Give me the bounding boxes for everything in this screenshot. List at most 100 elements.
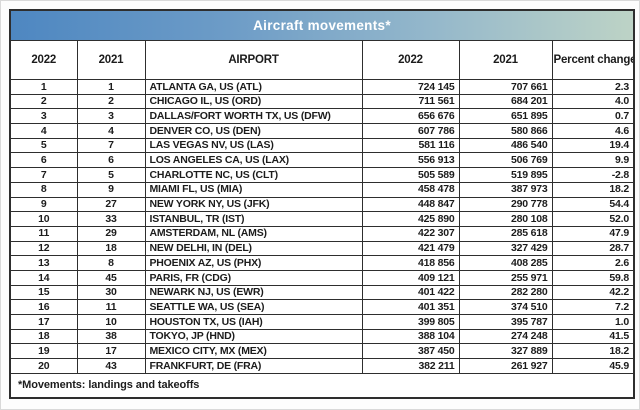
rank-2021-cell: 45 — [76, 269, 146, 286]
col-header-rank-2021: 2021 — [76, 40, 146, 80]
table-row: 19 17 MEXICO CITY, MX (MEX) 387 450 327 889 1… — [9, 343, 635, 360]
movements-2021-cell: 327 889 — [458, 343, 553, 360]
airport-cell: ATLANTA GA, US (ATL) — [144, 79, 363, 95]
rank-2021-cell: 18 — [76, 240, 146, 257]
movements-2022-cell: 418 856 — [361, 255, 460, 271]
movements-2021-cell: 408 285 — [458, 255, 553, 271]
table-body: 1 1 ATLANTA GA, US (ATL) 724 145 707 661 2.3 2… — [9, 79, 635, 374]
rank-2022-cell: 1 — [9, 79, 78, 95]
table-row: 20 43 FRANKFURT, DE (FRA) 382 211 261 927 45.… — [9, 358, 635, 374]
percent-change-cell: 9.9 — [551, 152, 635, 169]
table-row: 13 8 PHOENIX AZ, US (PHX) 418 856 408 285 2.6 — [9, 255, 635, 271]
percent-change-cell: 7.2 — [551, 299, 635, 315]
movements-2021-cell: 684 201 — [458, 93, 553, 110]
movements-2021-cell: 506 769 — [458, 152, 553, 169]
percent-change-cell: 54.4 — [551, 196, 635, 213]
movements-2022-cell: 421 479 — [361, 240, 460, 257]
airport-cell: ISTANBUL, TR (IST) — [144, 211, 363, 227]
movements-2022-cell: 401 351 — [361, 299, 460, 315]
rank-2021-cell: 9 — [76, 181, 146, 198]
rank-2021-cell: 10 — [76, 314, 146, 330]
movements-2022-cell: 656 676 — [361, 108, 460, 125]
rank-2021-cell: 4 — [76, 123, 146, 139]
rank-2021-cell: 5 — [76, 167, 146, 183]
movements-2021-cell: 285 618 — [458, 225, 553, 242]
movements-2022-cell: 401 422 — [361, 284, 460, 301]
col-header-movements-2021: 2021 — [458, 40, 553, 80]
table-row: 10 33 ISTANBUL, TR (IST) 425 890 280 108 52.0 — [9, 211, 635, 227]
rank-2022-cell: 19 — [9, 343, 78, 360]
movements-2022-cell: 448 847 — [361, 196, 460, 213]
airport-cell: AMSTERDAM, NL (AMS) — [144, 225, 363, 242]
movements-2022-cell: 505 589 — [361, 167, 460, 183]
rank-2021-cell: 17 — [76, 343, 146, 360]
rank-2022-cell: 17 — [9, 314, 78, 330]
percent-change-cell: 2.6 — [551, 255, 635, 271]
rank-2022-cell: 10 — [9, 211, 78, 227]
rank-2022-cell: 9 — [9, 196, 78, 213]
table-row: 18 38 TOKYO, JP (HND) 388 104 274 248 41.5 — [9, 328, 635, 345]
table-row: 3 3 DALLAS/FORT WORTH TX, US (DFW) 656 676 6… — [9, 108, 635, 125]
movements-2021-cell: 274 248 — [458, 328, 553, 345]
movements-2022-cell: 388 104 — [361, 328, 460, 345]
airport-cell: PHOENIX AZ, US (PHX) — [144, 255, 363, 271]
rank-2022-cell: 2 — [9, 93, 78, 110]
airport-cell: LOS ANGELES CA, US (LAX) — [144, 152, 363, 169]
table-row: 9 27 NEW YORK NY, US (JFK) 448 847 290 778 54… — [9, 196, 635, 213]
rank-2022-cell: 18 — [9, 328, 78, 345]
rank-2021-cell: 6 — [76, 152, 146, 169]
rank-2022-cell: 15 — [9, 284, 78, 301]
airport-cell: CHARLOTTE NC, US (CLT) — [144, 167, 363, 183]
rank-2022-cell: 4 — [9, 123, 78, 139]
movements-2022-cell: 724 145 — [361, 79, 460, 95]
movements-2021-cell: 580 866 — [458, 123, 553, 139]
rank-2021-cell: 30 — [76, 284, 146, 301]
rank-2022-cell: 8 — [9, 181, 78, 198]
table-row: 1 1 ATLANTA GA, US (ATL) 724 145 707 661 2.3 — [9, 79, 635, 95]
rank-2021-cell: 29 — [76, 225, 146, 242]
airport-cell: MEXICO CITY, MX (MEX) — [144, 343, 363, 360]
col-header-airport: AIRPORT — [144, 40, 363, 80]
rank-2021-cell: 1 — [76, 79, 146, 95]
rank-2022-cell: 16 — [9, 299, 78, 315]
table-row: 2 2 CHICAGO IL, US (ORD) 711 561 684 201 4.0 — [9, 93, 635, 110]
table-row: 6 6 LOS ANGELES CA, US (LAX) 556 913 506 769… — [9, 152, 635, 169]
rank-2022-cell: 3 — [9, 108, 78, 125]
table-row: 5 7 LAS VEGAS NV, US (LAS) 581 116 486 540 19… — [9, 137, 635, 154]
percent-change-cell: 52.0 — [551, 211, 635, 227]
movements-2022-cell: 607 786 — [361, 123, 460, 139]
airport-cell: FRANKFURT, DE (FRA) — [144, 358, 363, 374]
rank-2021-cell: 33 — [76, 211, 146, 227]
rank-2021-cell: 3 — [76, 108, 146, 125]
movements-2022-cell: 425 890 — [361, 211, 460, 227]
table-footnote: *Movements: landings and takeoffs — [9, 372, 635, 399]
rank-2021-cell: 8 — [76, 255, 146, 271]
table-row: 14 45 PARIS, FR (CDG) 409 121 255 971 59.8 — [9, 269, 635, 286]
movements-2021-cell: 255 971 — [458, 269, 553, 286]
percent-change-cell: 18.2 — [551, 181, 635, 198]
movements-2022-cell: 409 121 — [361, 269, 460, 286]
rank-2021-cell: 7 — [76, 137, 146, 154]
footnote-row: *Movements: landings and takeoffs — [9, 372, 635, 399]
airport-cell: CHICAGO IL, US (ORD) — [144, 93, 363, 110]
percent-change-cell: 59.8 — [551, 269, 635, 286]
movements-2021-cell: 486 540 — [458, 137, 553, 154]
movements-2021-cell: 707 661 — [458, 79, 553, 95]
rank-2022-cell: 11 — [9, 225, 78, 242]
airport-cell: NEW YORK NY, US (JFK) — [144, 196, 363, 213]
rank-2022-cell: 7 — [9, 167, 78, 183]
rank-2022-cell: 14 — [9, 269, 78, 286]
airport-cell: HOUSTON TX, US (IAH) — [144, 314, 363, 330]
airport-cell: TOKYO, JP (HND) — [144, 328, 363, 345]
table-row: 15 30 NEWARK NJ, US (EWR) 401 422 282 280 42.… — [9, 284, 635, 301]
movements-2022-cell: 422 307 — [361, 225, 460, 242]
airport-cell: SEATTLE WA, US (SEA) — [144, 299, 363, 315]
airport-cell: PARIS, FR (CDG) — [144, 269, 363, 286]
percent-change-cell: 28.7 — [551, 240, 635, 257]
rank-2021-cell: 43 — [76, 358, 146, 374]
rank-2021-cell: 2 — [76, 93, 146, 110]
rank-2022-cell: 20 — [9, 358, 78, 374]
percent-change-cell: 4.6 — [551, 123, 635, 139]
airport-cell: DALLAS/FORT WORTH TX, US (DFW) — [144, 108, 363, 125]
movements-2021-cell: 282 280 — [458, 284, 553, 301]
